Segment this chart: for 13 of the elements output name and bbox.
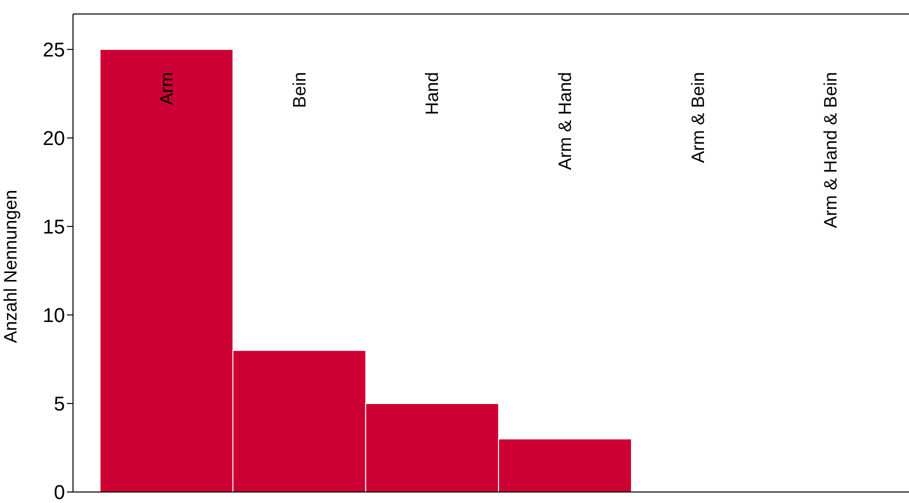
y-tick-label: 10: [42, 305, 65, 328]
y-tick-label: 5: [54, 394, 65, 416]
x-tick-label: Arm & Hand & Bein: [820, 72, 841, 228]
y-tick-label: 25: [42, 40, 65, 62]
y-tick-label: 0: [54, 482, 65, 503]
x-tick-label: Arm: [156, 72, 176, 105]
x-tick-label: Arm & Hand: [554, 72, 575, 170]
y-tick-label: 15: [42, 216, 65, 239]
x-tick-label: Arm & Bein: [688, 72, 708, 164]
x-tick-label: Hand: [422, 72, 442, 116]
y-tick-label: 20: [42, 128, 65, 150]
x-tick-label: Bein: [289, 72, 310, 108]
y-axis-title: Anzahl Nennungen: [0, 190, 20, 343]
